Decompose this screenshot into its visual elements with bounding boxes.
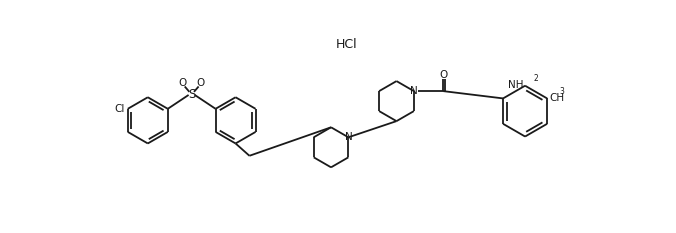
Text: O: O: [440, 70, 448, 80]
Text: O: O: [178, 78, 187, 88]
Text: N: N: [410, 86, 418, 96]
Text: N: N: [345, 132, 352, 142]
Text: 3: 3: [560, 87, 564, 96]
Text: 2: 2: [533, 74, 538, 83]
Text: O: O: [197, 78, 205, 88]
Text: CH: CH: [550, 93, 564, 103]
Text: Cl: Cl: [114, 104, 124, 114]
Text: S: S: [188, 89, 195, 101]
Text: HCl: HCl: [336, 38, 357, 51]
Text: NH: NH: [508, 80, 523, 90]
